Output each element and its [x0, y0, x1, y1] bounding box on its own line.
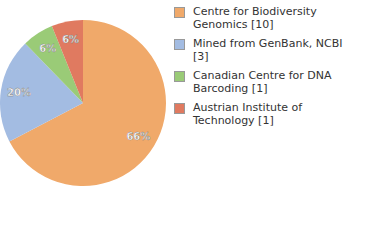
svg-text:6%: 6% — [39, 43, 56, 54]
html-text:Mined from GenBank, NCBI [3]: Mined from GenBank, NCBI [3] — [193, 37, 343, 63]
html-text:Canadian Centre for DNA Barcod: Canadian Centre for DNA Barcoding [1] — [193, 69, 332, 95]
svg-text:6%: 6% — [62, 34, 79, 45]
html-text:Centre for Biodiversity Genomi: Centre for Biodiversity Genomics [10] — [193, 5, 317, 31]
svg-text:20%: 20% — [8, 87, 31, 98]
html-text:Austrian Institute of Technolo: Austrian Institute of Technology [1] — [193, 101, 303, 127]
svg-text:66%: 66% — [126, 131, 150, 142]
